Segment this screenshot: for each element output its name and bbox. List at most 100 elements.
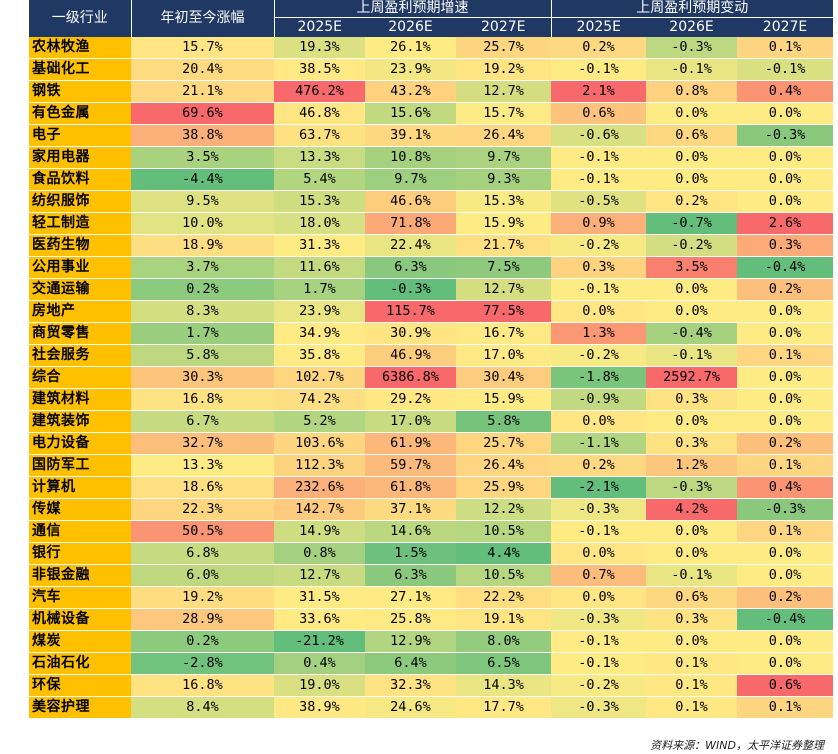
cell-c25: -0.2% [551,674,647,697]
cell-c27: 0.0% [737,102,834,125]
industry-name: 家用电器 [29,146,131,169]
cell-c25: -0.2% [551,344,647,367]
industry-name: 建筑材料 [29,388,131,411]
cell-g27: 22.2% [456,586,552,609]
cell-c27: 0.6% [737,674,834,697]
cell-c25: -2.1% [551,476,647,499]
cell-g27: 30.4% [456,366,552,389]
cell-g26: 27.1% [365,586,456,609]
cell-g26: 17.0% [365,410,456,433]
cell-ytd: 8.3% [131,300,274,323]
cell-g26: 6386.8% [365,366,456,389]
industry-name: 商贸零售 [29,322,131,345]
cell-g27: 12.7% [456,80,552,103]
table-row: 房地产 8.3% 23.9% 115.7% 77.5% 0.0% 0.0% 0.0% [29,300,834,323]
industry-name: 通信 [29,520,131,543]
cell-g27: 25.9% [456,476,552,499]
industry-name: 银行 [29,542,131,565]
industry-name: 房地产 [29,300,131,323]
cell-g25: 46.8% [274,102,365,125]
cell-g27: 9.7% [456,146,552,169]
cell-c26: 2592.7% [646,366,738,389]
cell-g25: 74.2% [274,388,365,411]
cell-c27: 0.1% [737,696,834,719]
cell-ytd: 20.4% [131,58,274,81]
cell-ytd: 5.8% [131,344,274,367]
cell-g25: 38.9% [274,696,365,719]
table-row: 非银金融 6.0% 12.7% 6.3% 10.5% 0.7% -0.1% 0.0% [29,564,834,587]
cell-ytd: 13.3% [131,454,274,477]
cell-c25: 0.0% [551,300,647,323]
cell-ytd: 0.2% [131,278,274,301]
cell-c26: 0.6% [646,124,738,147]
header-growth-2026e: 2026E [365,17,456,37]
cell-ytd: 21.1% [131,80,274,103]
header-growth-2025e: 2025E [274,17,365,37]
table-row: 国防军工 13.3% 112.3% 59.7% 26.4% 0.2% 1.2% 0.1% [29,454,834,477]
table-header: 一级行业 年初至今涨幅 上周盈利预期增速 上周盈利预期变动 2025E 2026… [29,0,834,37]
cell-g26: 43.2% [365,80,456,103]
cell-g26: 10.8% [365,146,456,169]
cell-g26: 61.8% [365,476,456,499]
table-row: 商贸零售 1.7% 34.9% 30.9% 16.7% 1.3% -0.4% 0.0% [29,322,834,345]
cell-g27: 17.0% [456,344,552,367]
cell-c27: 0.0% [737,388,834,411]
cell-c25: -0.1% [551,146,647,169]
cell-c27: 0.0% [737,322,834,345]
table-row: 传媒 22.3% 142.7% 37.1% 12.2% -0.3% 4.2% -0.3% [29,498,834,521]
header-growth-group: 上周盈利预期增速 [274,0,552,18]
cell-c25: 0.2% [551,37,647,59]
cell-c25: 0.0% [551,542,647,565]
industry-name: 煤炭 [29,630,131,653]
cell-ytd: 16.8% [131,674,274,697]
cell-c26: 0.3% [646,388,738,411]
cell-g26: 59.7% [365,454,456,477]
cell-ytd: 6.7% [131,410,274,433]
industry-name: 电力设备 [29,432,131,455]
cell-ytd: -4.4% [131,168,274,191]
cell-c27: 0.2% [737,432,834,455]
table-row: 农林牧渔 15.7% 19.3% 26.1% 25.7% 0.2% -0.3% 0.1% [29,37,834,59]
cell-c27: 0.1% [737,520,834,543]
cell-g25: 5.2% [274,410,365,433]
cell-g27: 25.7% [456,37,552,59]
cell-c25: -0.1% [551,652,647,675]
cell-c26: 0.1% [646,674,738,697]
industry-name: 环保 [29,674,131,697]
industry-name: 机械设备 [29,608,131,631]
cell-ytd: 30.3% [131,366,274,389]
cell-ytd: 6.8% [131,542,274,565]
industry-name: 公用事业 [29,256,131,279]
cell-c26: 0.1% [646,652,738,675]
cell-c26: 0.8% [646,80,738,103]
table-row: 汽车 19.2% 31.5% 27.1% 22.2% 0.0% 0.6% 0.2% [29,586,834,609]
cell-c26: 0.0% [646,630,738,653]
cell-g26: 1.5% [365,542,456,565]
cell-c27: 0.3% [737,234,834,257]
cell-c27: 0.0% [737,630,834,653]
table-row: 基础化工 20.4% 38.5% 23.9% 19.2% -0.1% -0.1% -0.1% [29,58,834,81]
table-row: 石油石化 -2.8% 0.4% 6.4% 6.5% -0.1% 0.1% 0.0% [29,652,834,675]
cell-c26: -0.3% [646,37,738,59]
industry-name: 传媒 [29,498,131,521]
header-growth-2027e: 2027E [456,17,552,37]
table-row: 煤炭 0.2% -21.2% 12.9% 8.0% -0.1% 0.0% 0.0% [29,630,834,653]
cell-g26: 71.8% [365,212,456,235]
cell-c27: 0.0% [737,564,834,587]
header-change-2027e: 2027E [737,17,834,37]
cell-g26: 6.3% [365,564,456,587]
cell-g26: -0.3% [365,278,456,301]
cell-ytd: 38.8% [131,124,274,147]
table-row: 银行 6.8% 0.8% 1.5% 4.4% 0.0% 0.0% 0.0% [29,542,834,565]
cell-c26: 0.0% [646,300,738,323]
cell-g27: 16.7% [456,322,552,345]
cell-c25: 2.1% [551,80,647,103]
cell-c26: -0.3% [646,476,738,499]
cell-ytd: 8.4% [131,696,274,719]
cell-c27: 0.0% [737,146,834,169]
cell-ytd: 28.9% [131,608,274,631]
industry-name: 综合 [29,366,131,389]
cell-g26: 39.1% [365,124,456,147]
cell-c25: -0.1% [551,168,647,191]
cell-c25: -0.1% [551,278,647,301]
